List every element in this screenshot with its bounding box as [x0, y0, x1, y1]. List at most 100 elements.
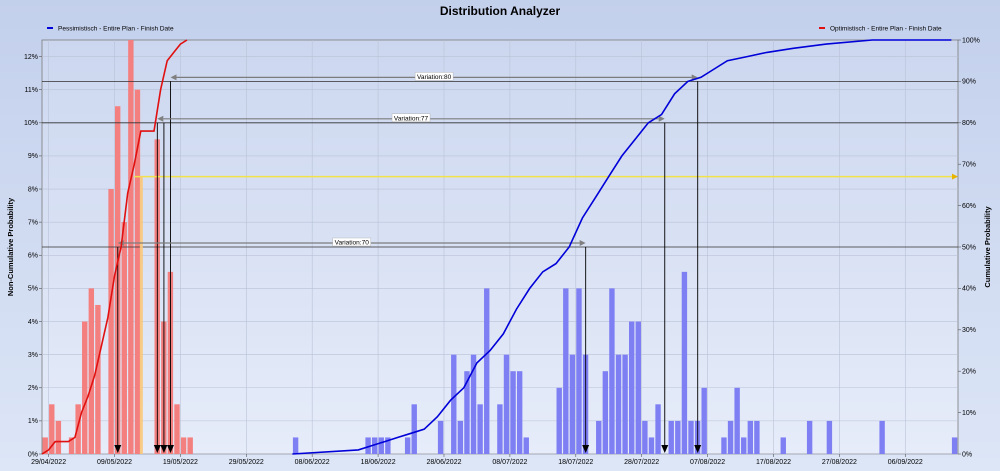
- x-tick-label: 18/07/2022: [558, 459, 593, 466]
- histogram-bar: [82, 321, 88, 454]
- histogram-bar: [754, 420, 760, 454]
- arrow-marker: [153, 445, 161, 453]
- y-tick-label: 7%: [28, 219, 38, 226]
- x-tick-label: 29/05/2022: [229, 459, 264, 466]
- histogram-bar: [371, 437, 378, 454]
- histogram-bar: [477, 404, 483, 454]
- legend-label-optimistisch: Optimistisch - Entire Plan - Finish Date: [830, 26, 942, 33]
- histogram-bar: [95, 304, 101, 454]
- y2-tick-label: 70%: [962, 162, 976, 169]
- histogram-bar: [780, 437, 786, 454]
- x-tick-label: 27/08/2022: [822, 459, 857, 466]
- x-tick-label: 07/08/2022: [690, 459, 725, 466]
- histogram-bar: [497, 404, 503, 454]
- arrow-marker: [160, 445, 168, 453]
- y2-tick-label: 20%: [962, 369, 976, 376]
- y-tick-label: 4%: [28, 319, 38, 326]
- histogram-bar: [484, 288, 490, 454]
- histogram-bar: [688, 420, 694, 454]
- histogram-bar: [721, 437, 727, 454]
- histogram-bar: [88, 288, 95, 454]
- histogram-bar: [49, 404, 55, 454]
- arrow-marker: [661, 445, 669, 453]
- y-tick-label: 9%: [28, 153, 38, 160]
- histogram-bar: [701, 387, 707, 454]
- histogram-bar: [596, 420, 602, 454]
- histogram-bar: [615, 354, 622, 454]
- histogram-bar: [681, 271, 688, 454]
- histogram-bar: [747, 420, 754, 454]
- histogram-bar: [675, 420, 681, 454]
- histogram-bar: [457, 420, 464, 454]
- histogram-bar: [42, 437, 48, 454]
- variation-label: Variation:70: [335, 240, 370, 247]
- x-tick-label: 19/05/2022: [163, 459, 198, 466]
- x-tick-label: 28/07/2022: [624, 459, 659, 466]
- histogram-bar: [727, 420, 734, 454]
- histogram-bar: [602, 371, 609, 454]
- highlight-column: [139, 176, 143, 454]
- histogram-bar: [404, 437, 411, 454]
- variation-label-box: [391, 113, 431, 123]
- histogram-bar: [523, 437, 529, 454]
- histogram-bar: [741, 437, 747, 454]
- histogram-bar: [879, 420, 885, 454]
- arrow-marker: [694, 445, 702, 453]
- histogram-bar: [648, 437, 655, 454]
- histogram-bar: [642, 420, 648, 454]
- histogram-bar: [622, 354, 628, 454]
- histogram-bar: [365, 437, 371, 454]
- histogram-bar: [451, 354, 457, 454]
- x-tick-label: 06/09/2022: [888, 459, 923, 466]
- variation-arrow-left: [170, 74, 177, 81]
- histogram-bar: [629, 321, 635, 454]
- y-tick-label: 0%: [28, 451, 38, 458]
- y2-tick-label: 0%: [962, 451, 972, 458]
- histogram-bar: [516, 371, 523, 454]
- histogram-bar: [470, 354, 477, 454]
- x-tick-label: 28/06/2022: [426, 459, 461, 466]
- y-tick-label: 10%: [24, 120, 38, 127]
- histogram-bar: [510, 371, 516, 454]
- histogram-bar: [563, 288, 569, 454]
- cumulative-line: [41, 39, 188, 455]
- histogram-bar: [174, 404, 180, 454]
- histogram-bar: [385, 437, 391, 454]
- y2-tick-label: 60%: [962, 203, 976, 210]
- variation-arrow-left: [157, 115, 164, 122]
- histogram-bar: [55, 420, 62, 454]
- arrow-marker: [582, 445, 590, 453]
- y2-tick-label: 30%: [962, 327, 976, 334]
- variation-label: Variation:77: [394, 115, 429, 122]
- histogram-bar: [187, 437, 193, 454]
- histogram-bar: [503, 354, 510, 454]
- histogram-bar: [68, 437, 75, 454]
- y2-tick-label: 100%: [962, 37, 980, 44]
- y2-axis-label: Cumulative Probability: [983, 206, 992, 288]
- arrow-marker: [167, 445, 175, 453]
- histogram-bar: [121, 222, 127, 454]
- histogram-bar: [951, 437, 958, 454]
- y-tick-label: 5%: [28, 286, 38, 293]
- variation-label-box: [414, 72, 454, 81]
- histogram-bar: [75, 404, 81, 454]
- y2-tick-label: 40%: [962, 286, 976, 293]
- histogram-bar: [134, 89, 141, 455]
- x-tick-label: 09/05/2022: [97, 459, 132, 466]
- cumulative-lines: [41, 39, 952, 455]
- variation-label-box: [332, 237, 371, 247]
- x-tick-label: 18/06/2022: [361, 459, 396, 466]
- histogram-bar: [556, 387, 562, 454]
- y-tick-label: 6%: [28, 253, 38, 260]
- histogram-bar: [378, 437, 384, 454]
- histogram-bar: [806, 420, 813, 454]
- y-axis-label: Non-Cumulative Probability: [6, 197, 15, 296]
- variation-label: Variation:80: [417, 74, 452, 81]
- variation-arrow-right: [658, 115, 665, 122]
- y-tick-label: 12%: [24, 54, 38, 61]
- y-tick-label: 3%: [28, 352, 38, 359]
- y2-tick-label: 90%: [962, 79, 976, 86]
- histogram-bar: [826, 420, 833, 454]
- percentile-markers: Variation:70 Variation:77 Variation:80: [42, 72, 958, 454]
